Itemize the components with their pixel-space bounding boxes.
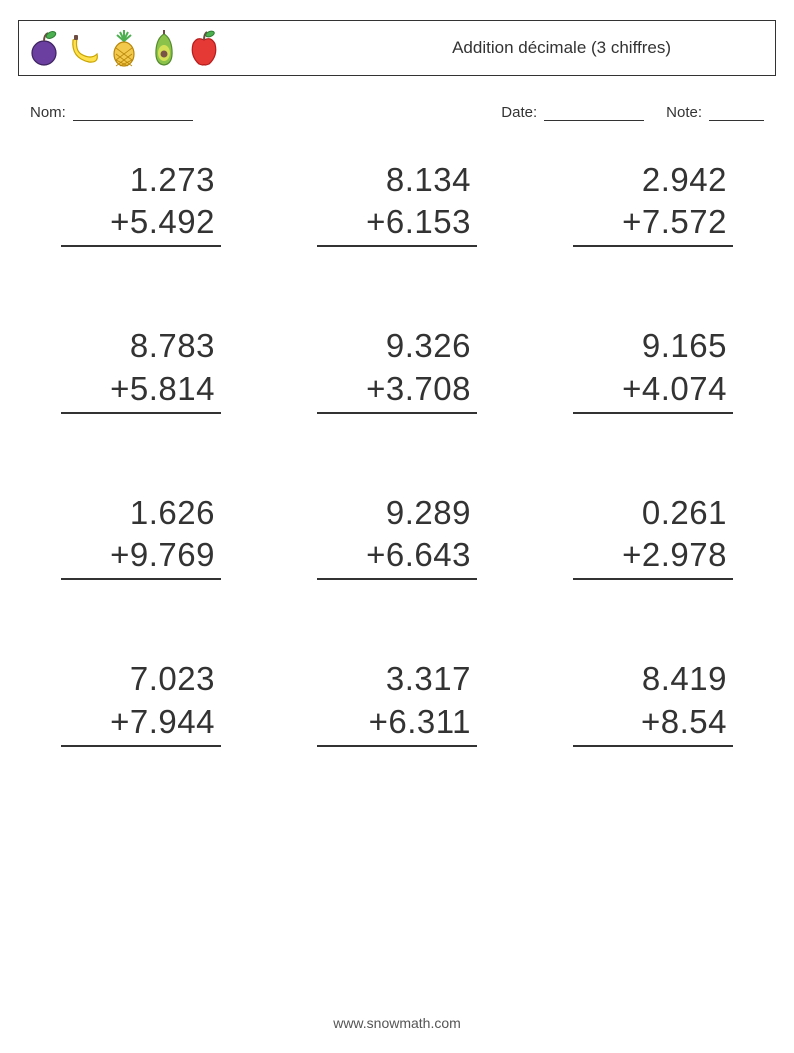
footer-url: www.snowmath.com <box>0 1015 794 1031</box>
operand-a: 8.134 <box>386 159 477 201</box>
worksheet-title: Addition décimale (3 chiffres) <box>452 38 761 58</box>
problem: 3.317 +6.311 <box>317 658 477 746</box>
operand-b-row: +8.54 <box>573 701 733 747</box>
problem: 9.289 +6.643 <box>317 492 477 580</box>
apple-icon <box>187 28 221 68</box>
name-blank[interactable] <box>73 104 193 121</box>
problem: 7.023 +7.944 <box>61 658 221 746</box>
operand-b-row: +9.769 <box>61 534 221 580</box>
problem: 1.626 +9.769 <box>61 492 221 580</box>
operand-b: 6.643 <box>386 536 471 573</box>
date-blank[interactable] <box>544 104 644 121</box>
problem: 2.942 +7.572 <box>573 159 733 247</box>
worksheet-page: Addition décimale (3 chiffres) Nom: Date… <box>0 0 794 1053</box>
operand-b: 7.572 <box>642 203 727 240</box>
operand-b-row: +2.978 <box>573 534 733 580</box>
operand-b-row: +5.814 <box>61 368 221 414</box>
operand-a: 9.289 <box>386 492 477 534</box>
operand-a: 2.942 <box>642 159 733 201</box>
operand-b-row: +3.708 <box>317 368 477 414</box>
operand-a: 1.626 <box>130 492 221 534</box>
info-right: Date: Note: <box>501 104 764 121</box>
operand-a: 0.261 <box>642 492 733 534</box>
operand-a: 8.783 <box>130 325 221 367</box>
operand-b: 4.074 <box>642 370 727 407</box>
operand-a: 7.023 <box>130 658 221 700</box>
operand-b: 3.708 <box>386 370 471 407</box>
operand-b: 5.492 <box>130 203 215 240</box>
operator: + <box>369 703 389 740</box>
operator: + <box>366 203 386 240</box>
problem: 9.326 +3.708 <box>317 325 477 413</box>
operator: + <box>622 203 642 240</box>
header-bar: Addition décimale (3 chiffres) <box>18 20 776 76</box>
operator: + <box>110 536 130 573</box>
operand-b-row: +7.944 <box>61 701 221 747</box>
operator: + <box>110 370 130 407</box>
operand-b: 6.311 <box>388 703 471 740</box>
date-label: Date: <box>501 104 537 121</box>
name-label: Nom: <box>30 104 66 121</box>
problem: 8.134 +6.153 <box>317 159 477 247</box>
problem: 8.419 +8.54 <box>573 658 733 746</box>
problem: 0.261 +2.978 <box>573 492 733 580</box>
operand-b: 7.944 <box>130 703 215 740</box>
operand-a: 9.326 <box>386 325 477 367</box>
info-left: Nom: <box>30 104 193 121</box>
problems-grid: 1.273 +5.492 8.134 +6.153 2.942 +7.572 8… <box>48 159 746 747</box>
operand-a: 3.317 <box>386 658 477 700</box>
operand-b-row: +6.311 <box>317 701 477 747</box>
banana-icon <box>67 28 101 68</box>
operand-b-row: +5.492 <box>61 201 221 247</box>
operand-a: 8.419 <box>642 658 733 700</box>
fruit-row <box>27 28 221 68</box>
operand-b: 5.814 <box>130 370 215 407</box>
operator: + <box>641 703 661 740</box>
operand-a: 9.165 <box>642 325 733 367</box>
operand-b: 6.153 <box>386 203 471 240</box>
operand-b: 2.978 <box>642 536 727 573</box>
problem: 8.783 +5.814 <box>61 325 221 413</box>
problem: 9.165 +4.074 <box>573 325 733 413</box>
operator: + <box>366 370 386 407</box>
operand-b-row: +4.074 <box>573 368 733 414</box>
operand-a: 1.273 <box>130 159 221 201</box>
note-blank[interactable] <box>709 104 764 121</box>
problem: 1.273 +5.492 <box>61 159 221 247</box>
operator: + <box>366 536 386 573</box>
info-row: Nom: Date: Note: <box>30 104 764 121</box>
operand-b-row: +6.153 <box>317 201 477 247</box>
pineapple-icon <box>107 28 141 68</box>
operator: + <box>110 703 130 740</box>
operator: + <box>622 370 642 407</box>
operand-b-row: +6.643 <box>317 534 477 580</box>
operator: + <box>622 536 642 573</box>
plum-icon <box>27 28 61 68</box>
operator: + <box>110 203 130 240</box>
operand-b: 8.54 <box>661 703 727 740</box>
note-label: Note: <box>666 104 702 121</box>
operand-b-row: +7.572 <box>573 201 733 247</box>
operand-b: 9.769 <box>130 536 215 573</box>
avocado-icon <box>147 28 181 68</box>
